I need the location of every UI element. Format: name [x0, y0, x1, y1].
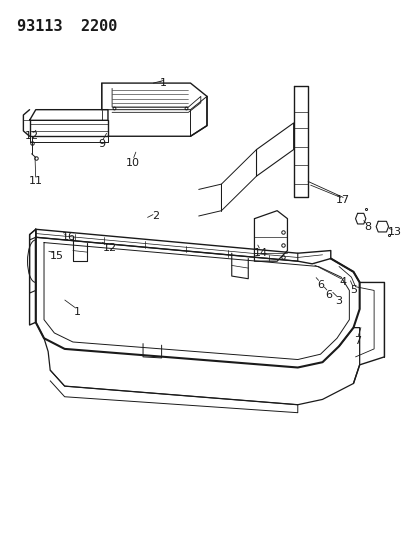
Text: 12: 12	[103, 243, 117, 253]
Text: 15: 15	[49, 251, 63, 261]
Text: 11: 11	[28, 176, 43, 187]
Text: 6: 6	[316, 280, 323, 290]
Text: 13: 13	[387, 227, 401, 237]
Text: 12: 12	[24, 131, 38, 141]
Text: 6: 6	[325, 289, 331, 300]
Text: 4: 4	[339, 278, 346, 287]
Text: 14: 14	[253, 248, 267, 258]
Text: 16: 16	[62, 232, 76, 243]
Text: 9: 9	[98, 139, 105, 149]
Text: 3: 3	[335, 296, 342, 306]
Text: 5: 5	[349, 286, 356, 295]
Text: 10: 10	[126, 158, 140, 168]
Text: 1: 1	[74, 306, 81, 317]
Text: 17: 17	[335, 195, 349, 205]
Text: 2: 2	[152, 211, 159, 221]
Text: 1: 1	[160, 78, 167, 88]
Text: 8: 8	[363, 222, 370, 232]
Text: 93113  2200: 93113 2200	[17, 19, 117, 34]
Text: 7: 7	[353, 336, 360, 346]
